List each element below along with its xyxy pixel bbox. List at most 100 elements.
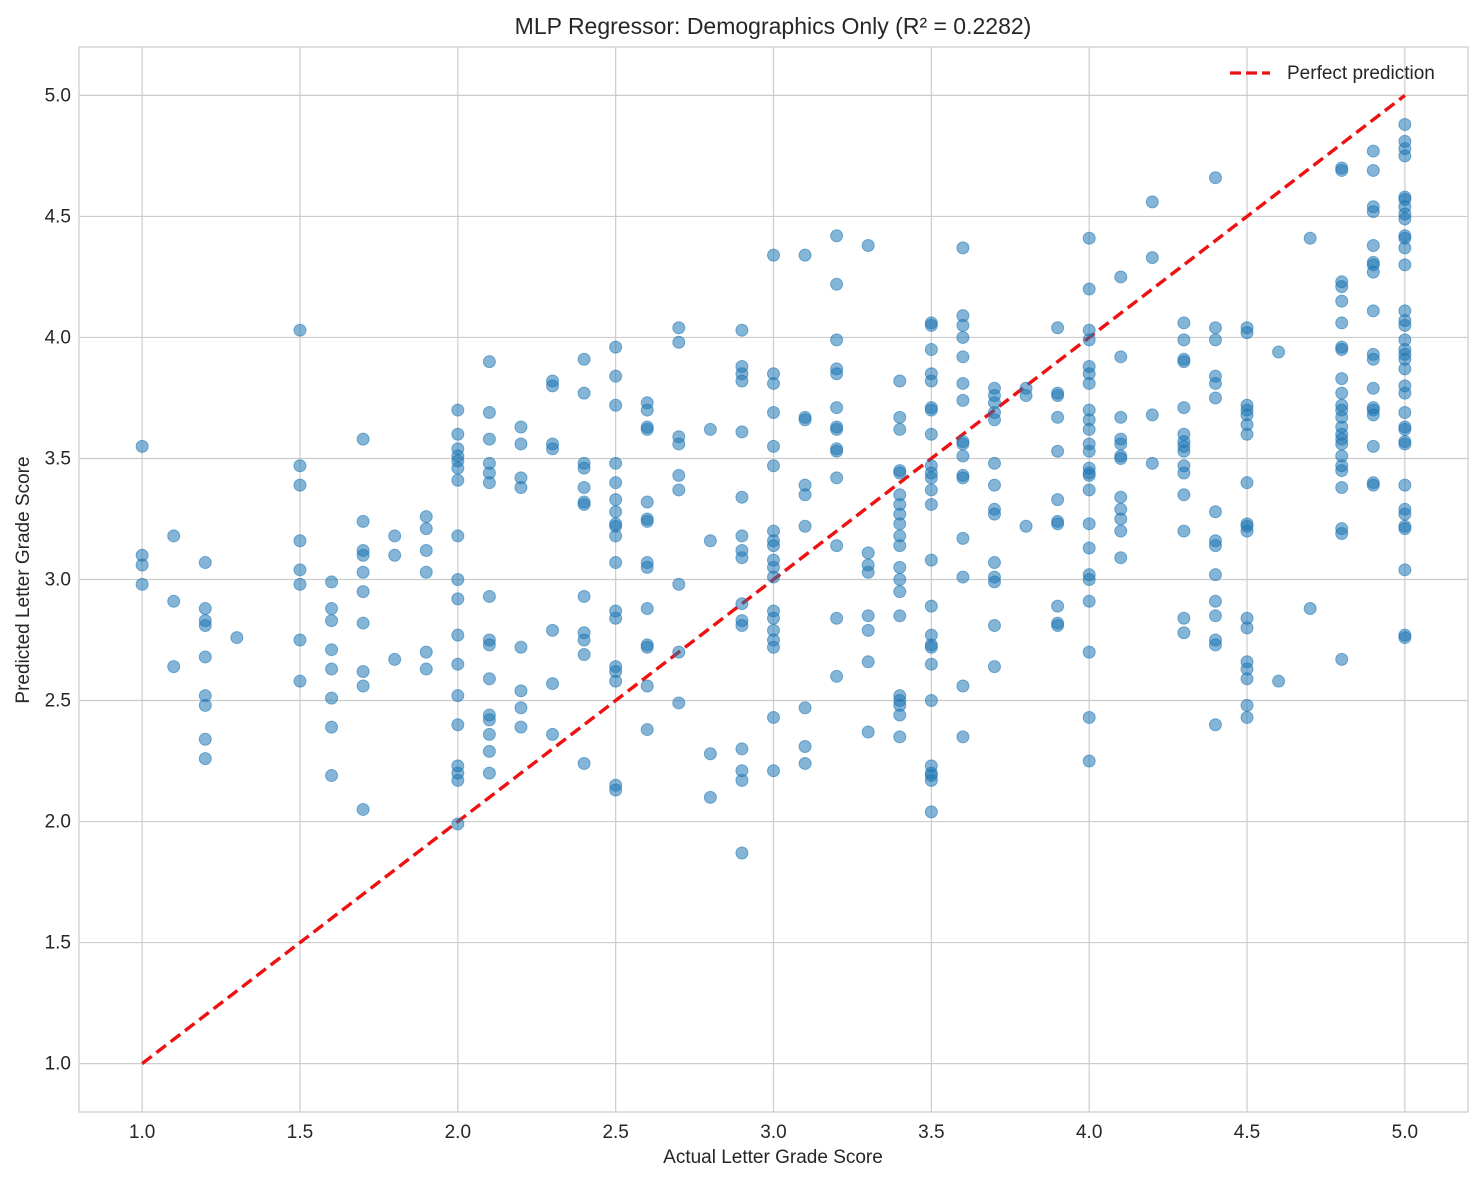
data-point (482, 638, 496, 652)
data-point (577, 497, 591, 511)
data-point (1051, 517, 1065, 531)
data-point (1208, 391, 1222, 405)
data-point (767, 376, 780, 390)
data-point (735, 551, 749, 565)
data-point (577, 756, 591, 770)
x-tick-label: 5.0 (1392, 1122, 1418, 1143)
data-point (1177, 488, 1191, 502)
data-point (482, 432, 496, 446)
data-point (703, 422, 717, 436)
data-point (735, 597, 749, 611)
data-point (924, 805, 938, 819)
data-point (1114, 410, 1128, 424)
data-point (419, 662, 433, 676)
data-point (388, 652, 402, 666)
data-point (703, 534, 717, 548)
data-point (1114, 437, 1128, 451)
data-point (1114, 551, 1128, 565)
data-point (609, 340, 623, 354)
data-point (1114, 512, 1128, 526)
data-point (924, 318, 938, 332)
data-point (1208, 376, 1222, 390)
data-point (135, 439, 149, 453)
data-point (451, 628, 465, 642)
data-point (167, 660, 181, 674)
data-point (577, 352, 591, 366)
data-point (514, 640, 528, 654)
x-tick-label: 4.0 (1076, 1122, 1102, 1143)
data-point (672, 437, 686, 451)
data-point (1398, 149, 1412, 163)
data-point (609, 505, 623, 519)
data-point (577, 633, 591, 647)
data-point (1398, 362, 1412, 376)
plot-frame (78, 46, 1469, 1113)
data-point (893, 609, 907, 623)
data-point (356, 565, 370, 579)
data-point (482, 672, 496, 686)
data-point (1177, 611, 1191, 625)
data-point (924, 374, 938, 388)
data-point (325, 643, 339, 657)
data-point (356, 664, 370, 678)
x-axis-label: Actual Letter Grade Score (663, 1147, 883, 1168)
data-point (1082, 422, 1096, 436)
data-point (1366, 381, 1380, 395)
data-point (1177, 626, 1191, 640)
data-point (893, 374, 907, 388)
data-point (1082, 573, 1096, 586)
y-tick-label: 3.5 (45, 448, 71, 469)
data-point (830, 401, 844, 415)
data-point (1366, 144, 1380, 158)
data-point (1398, 563, 1412, 577)
data-point (1082, 594, 1096, 608)
data-point (1366, 163, 1380, 177)
data-point (388, 548, 402, 562)
data-point (1051, 618, 1065, 632)
data-point (830, 539, 844, 553)
data-point (1082, 710, 1096, 724)
data-point (735, 425, 749, 439)
data-point (640, 679, 654, 693)
data-point (1082, 231, 1096, 245)
points-layer (135, 117, 1412, 860)
data-point (419, 543, 433, 557)
data-point (356, 548, 370, 562)
data-point (1051, 444, 1065, 458)
data-point (1082, 645, 1096, 659)
data-point (956, 376, 970, 390)
data-point (767, 764, 780, 778)
y-tick-label: 2.5 (45, 691, 71, 712)
data-point (767, 710, 780, 724)
data-point (1366, 304, 1380, 318)
data-point (135, 577, 149, 591)
data-point (830, 333, 844, 347)
data-point (767, 459, 780, 473)
data-point (609, 476, 623, 490)
data-point (640, 514, 654, 528)
y-tick-label: 4.5 (45, 206, 71, 227)
data-point (1366, 265, 1380, 279)
data-point (956, 679, 970, 693)
data-point (956, 730, 970, 744)
data-point (1208, 638, 1222, 652)
data-point (514, 420, 528, 434)
data-point (861, 546, 875, 560)
data-point (325, 575, 339, 589)
data-point (1240, 326, 1254, 340)
data-point (1398, 318, 1412, 332)
data-point (924, 497, 938, 511)
data-point (1051, 389, 1065, 403)
data-point (798, 756, 812, 770)
data-point (924, 640, 938, 654)
data-point (198, 556, 212, 570)
data-point (893, 573, 907, 586)
data-point (1240, 710, 1254, 724)
data-point (861, 623, 875, 637)
data-point (1208, 718, 1222, 732)
data-point (924, 553, 938, 567)
data-point (1366, 408, 1380, 422)
data-point (1335, 343, 1349, 357)
legend-label-perfect-prediction: Perfect prediction (1287, 63, 1435, 84)
